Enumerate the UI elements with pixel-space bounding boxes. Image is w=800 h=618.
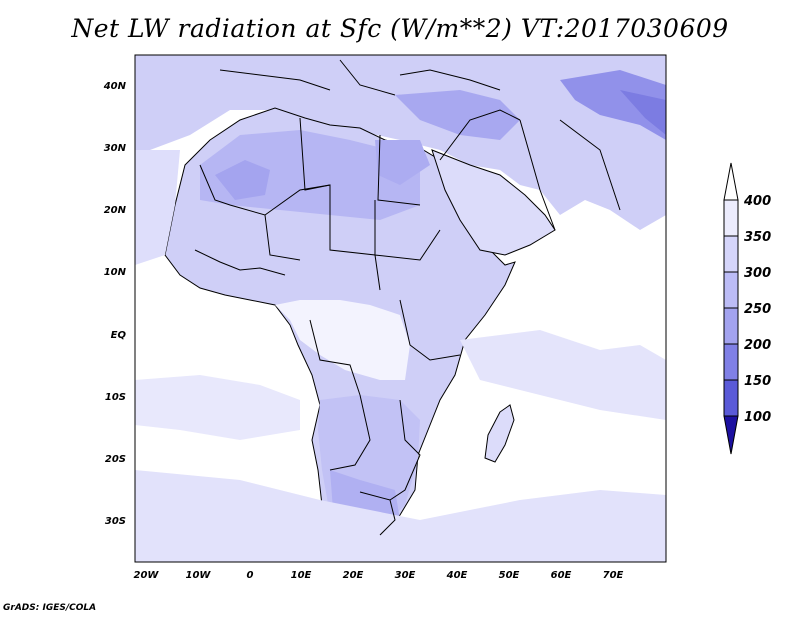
country-borders — [194, 59, 621, 536]
y-tick-label: EQ — [111, 330, 127, 341]
colorbar-label: 100 — [744, 410, 771, 425]
colorbar-label: 300 — [744, 266, 771, 281]
sahara-patch — [200, 130, 420, 220]
colorbar-segment — [723, 307, 739, 345]
y-tick-label: 10S — [105, 392, 126, 403]
x-tick-label: 10E — [291, 570, 312, 581]
colorbar-label: 150 — [744, 374, 771, 389]
sahara-dark-patch — [215, 160, 270, 200]
indian-ocean-patch — [460, 330, 666, 420]
x-tick-label: 70E — [603, 570, 624, 581]
eurasia-field — [135, 55, 666, 230]
colorbar-label: 400 — [743, 194, 771, 209]
colorbar-segment — [723, 271, 739, 309]
high-terrain-patch-2 — [560, 70, 666, 140]
map-shading — [135, 55, 666, 562]
x-tick-label: 30E — [395, 570, 416, 581]
x-tick-label: 40E — [446, 570, 468, 581]
egypt-patch — [375, 140, 430, 185]
colorbar-label: 250 — [744, 302, 771, 317]
y-tick-label: 40N — [103, 81, 127, 92]
x-tick-label: 10W — [186, 570, 212, 581]
arabia-field — [431, 149, 556, 256]
chart-title: Net LW radiation at Sfc (W/m**2) VT:2017… — [71, 14, 729, 43]
colorbar-label: 200 — [744, 338, 771, 353]
y-tick-label: 30N — [104, 143, 127, 154]
grads-credit: GrADS: IGES/COLA — [3, 603, 97, 613]
x-tick-label: 50E — [499, 570, 520, 581]
x-tick-label: 20W — [134, 570, 160, 581]
colorbar — [723, 162, 739, 455]
north-atlantic-patch — [135, 150, 180, 265]
y-axis: 40N 30N 20N 10N EQ 10S 20S 30S — [103, 81, 127, 527]
south-atlantic-patch — [135, 375, 300, 440]
y-tick-label: 10N — [104, 267, 127, 278]
high-terrain-patch-1 — [395, 90, 520, 140]
equatorial-belt — [275, 300, 410, 380]
colorbar-labels: 400 350 300 250 200 150 100 — [743, 194, 771, 425]
y-tick-label: 20S — [105, 454, 126, 465]
x-tick-label: 0 — [247, 570, 254, 581]
x-axis: 20W 10W 0 10E 20E 30E 40E 50E 60E 70E — [134, 570, 624, 581]
map-frame — [134, 54, 667, 563]
colorbar-bottom-arrow — [723, 415, 739, 455]
colorbar-segment — [723, 199, 739, 237]
high-terrain-patch-3 — [620, 90, 666, 135]
y-tick-label: 30S — [105, 516, 126, 527]
colorbar-label: 350 — [744, 230, 771, 245]
colorbar-segment — [723, 379, 739, 417]
colorbar-segment — [723, 235, 739, 273]
madagascar — [484, 404, 515, 463]
x-tick-label: 60E — [551, 570, 572, 581]
y-tick-label: 20N — [104, 205, 127, 216]
southern-ocean-patch — [135, 470, 666, 562]
x-tick-label: 20E — [343, 570, 364, 581]
colorbar-top-arrow — [723, 162, 739, 201]
colorbar-segment — [723, 343, 739, 381]
